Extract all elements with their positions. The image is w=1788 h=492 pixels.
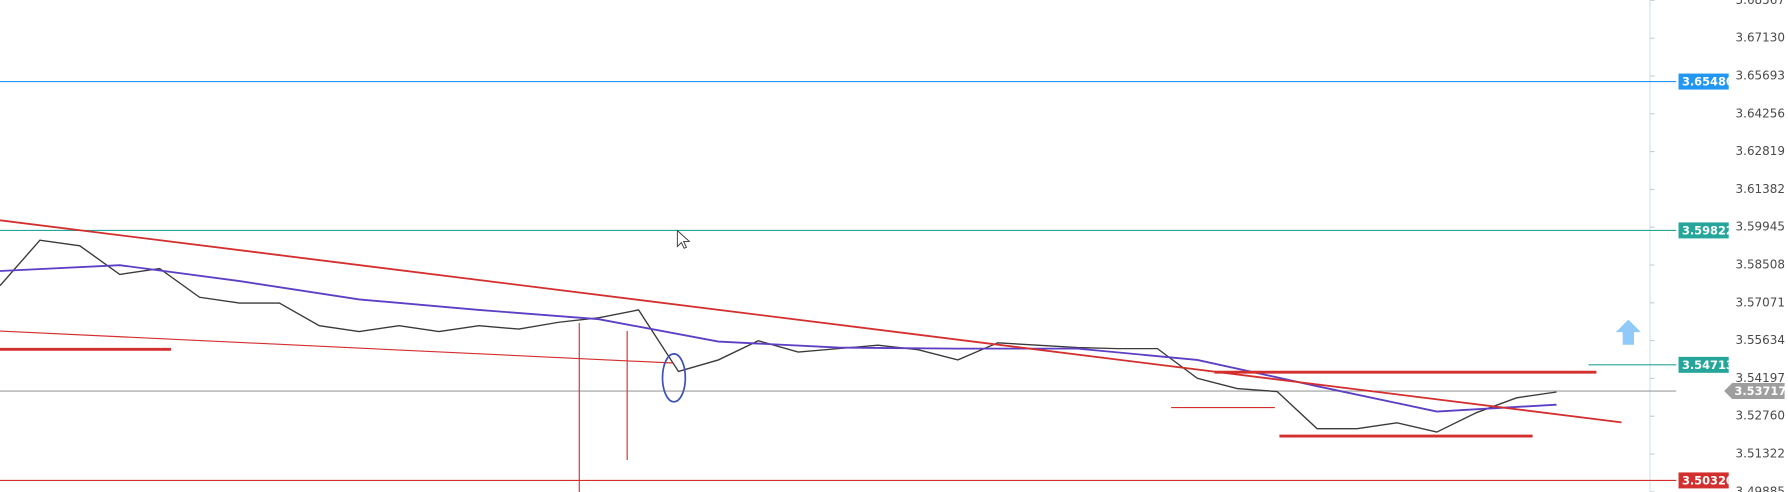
level-label: 3.50320 bbox=[1682, 473, 1734, 487]
level-badge bbox=[1724, 383, 1785, 400]
y-tick-label: 3.64256 bbox=[1736, 106, 1785, 120]
trend-line bbox=[0, 330, 673, 364]
y-tick-label: 3.65693 bbox=[1736, 68, 1785, 82]
y-tick-label: 3.67130 bbox=[1736, 31, 1785, 45]
arrow-up-icon[interactable] bbox=[1615, 319, 1641, 345]
moving-average bbox=[0, 264, 1557, 413]
price-line bbox=[0, 239, 1557, 433]
y-tick-label: 3.54197 bbox=[1736, 371, 1785, 385]
cursor bbox=[676, 229, 691, 249]
y-tick-label: 3.57071 bbox=[1736, 295, 1785, 309]
y-tick-label: 3.51322 bbox=[1736, 447, 1785, 461]
y-tick-label: 3.59945 bbox=[1736, 220, 1785, 234]
price-axis: 3.68567 3.67130 3.65693 3.64256 3.62819 3.613… bbox=[1650, 0, 1785, 492]
drawings bbox=[0, 219, 1622, 492]
level-badge bbox=[1678, 222, 1729, 239]
level-label: 3.54713 bbox=[1682, 358, 1734, 372]
level-badge bbox=[1678, 73, 1729, 90]
level-badge bbox=[1678, 472, 1729, 489]
y-tick-label: 3.49885 bbox=[1736, 484, 1785, 492]
y-tick-label: 3.62819 bbox=[1736, 144, 1785, 158]
y-tick-label: 3.58508 bbox=[1736, 257, 1785, 271]
level-label: 3.53717 bbox=[1734, 384, 1786, 398]
highlight-ellipse bbox=[661, 353, 687, 403]
series bbox=[0, 239, 1557, 433]
y-tick-label: 3.61382 bbox=[1736, 182, 1785, 196]
y-tick-label: 3.68567 bbox=[1736, 0, 1785, 7]
trend-line bbox=[0, 219, 1622, 424]
level-label: 3.65480 bbox=[1682, 75, 1734, 89]
level-label: 3.59822 bbox=[1682, 223, 1734, 237]
level-badge bbox=[1678, 356, 1729, 373]
y-tick-label: 3.52760 bbox=[1736, 409, 1785, 423]
y-tick-label: 3.55634 bbox=[1736, 333, 1785, 347]
